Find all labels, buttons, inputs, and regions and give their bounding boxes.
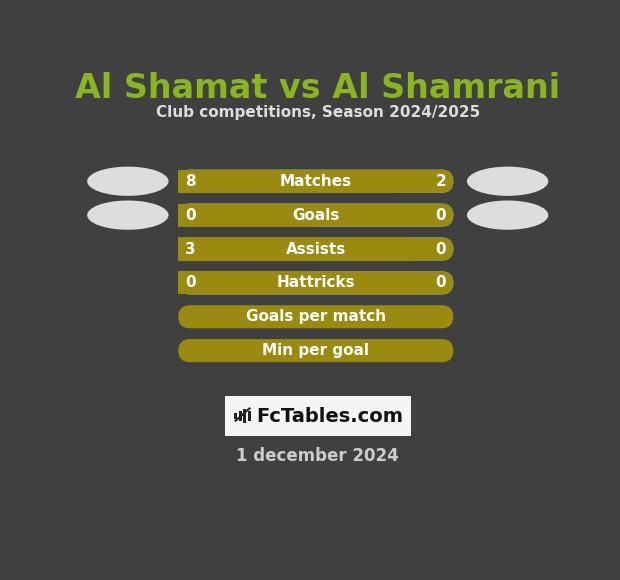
FancyBboxPatch shape xyxy=(179,271,453,295)
Bar xyxy=(179,237,412,260)
FancyBboxPatch shape xyxy=(179,170,202,193)
Text: Goals per match: Goals per match xyxy=(246,309,386,324)
Text: 8: 8 xyxy=(185,174,196,188)
Text: Matches: Matches xyxy=(280,174,352,188)
Text: 0: 0 xyxy=(185,208,196,223)
Text: 0: 0 xyxy=(436,276,446,291)
FancyBboxPatch shape xyxy=(179,271,202,295)
FancyBboxPatch shape xyxy=(179,170,453,193)
Text: Al Shamat vs Al Shamrani: Al Shamat vs Al Shamrani xyxy=(75,71,560,104)
Ellipse shape xyxy=(467,166,548,196)
Text: FcTables.com: FcTables.com xyxy=(256,407,403,426)
Bar xyxy=(224,396,410,436)
FancyBboxPatch shape xyxy=(179,271,453,295)
Text: Goals: Goals xyxy=(292,208,340,223)
Text: Club competitions, Season 2024/2025: Club competitions, Season 2024/2025 xyxy=(156,105,480,120)
Text: Hattricks: Hattricks xyxy=(277,276,355,291)
Text: Assists: Assists xyxy=(286,241,346,256)
FancyBboxPatch shape xyxy=(179,204,453,227)
Bar xyxy=(248,411,251,421)
Text: 3: 3 xyxy=(185,241,196,256)
Text: 0: 0 xyxy=(436,241,446,256)
FancyBboxPatch shape xyxy=(179,204,453,227)
Bar xyxy=(243,409,246,423)
Ellipse shape xyxy=(87,166,169,196)
Ellipse shape xyxy=(87,201,169,230)
FancyBboxPatch shape xyxy=(179,204,202,227)
Text: 0: 0 xyxy=(436,208,446,223)
Text: 0: 0 xyxy=(185,276,196,291)
FancyBboxPatch shape xyxy=(179,237,453,260)
Bar xyxy=(179,170,399,193)
Text: 2: 2 xyxy=(436,174,446,188)
FancyBboxPatch shape xyxy=(179,305,453,328)
Bar xyxy=(179,204,316,227)
FancyBboxPatch shape xyxy=(179,237,202,260)
Bar xyxy=(179,271,316,295)
Text: Min per goal: Min per goal xyxy=(262,343,370,358)
Ellipse shape xyxy=(467,201,548,230)
FancyBboxPatch shape xyxy=(179,170,453,193)
Bar xyxy=(239,411,242,421)
FancyBboxPatch shape xyxy=(179,237,453,260)
FancyBboxPatch shape xyxy=(179,339,453,362)
Bar xyxy=(234,413,237,419)
Text: 1 december 2024: 1 december 2024 xyxy=(236,447,399,465)
